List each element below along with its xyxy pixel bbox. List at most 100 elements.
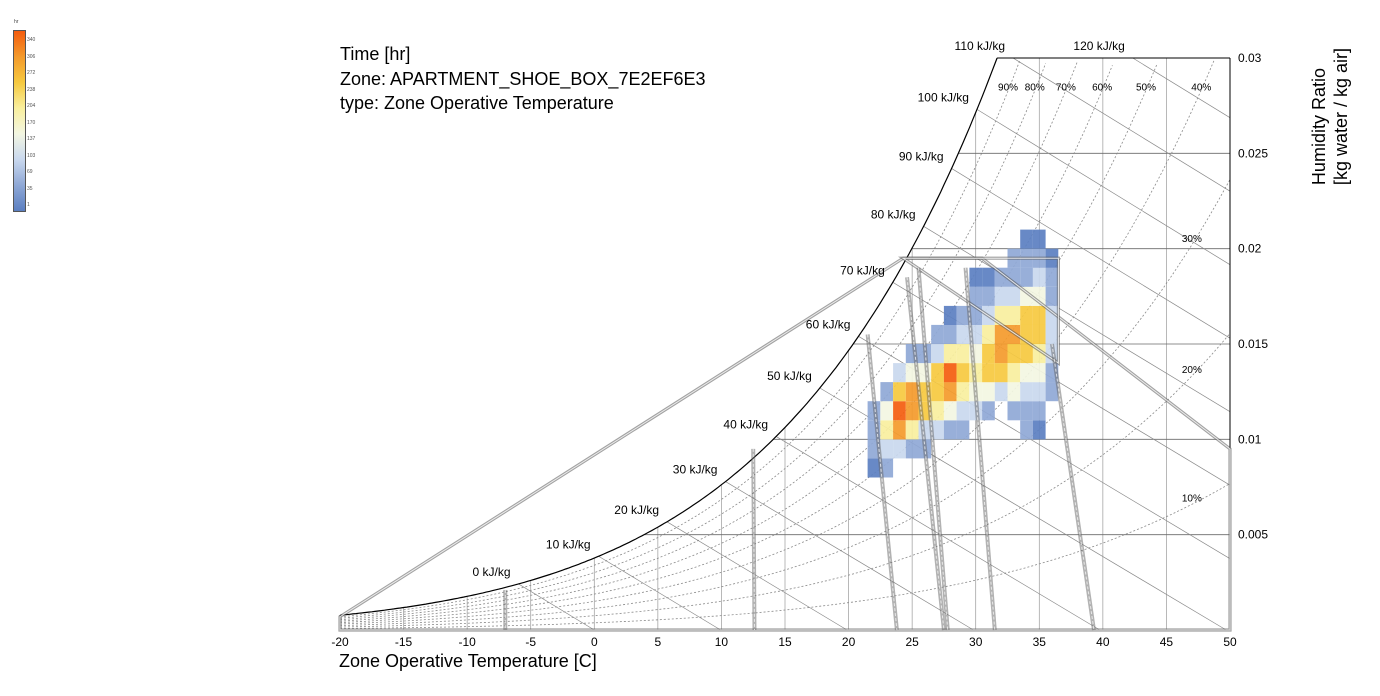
chart-title-line-2: Zone: APARTMENT_SHOE_BOX_7E2EF6E3 bbox=[340, 69, 706, 89]
x-tick-label: -20 bbox=[331, 635, 349, 649]
rh-curve bbox=[339, 59, 1021, 618]
heatmap-cell bbox=[994, 344, 1008, 364]
heatmap-cell bbox=[994, 382, 1008, 402]
heatmap-cell bbox=[956, 344, 970, 364]
heatmap-cell bbox=[905, 439, 919, 459]
x-tick-label: -15 bbox=[395, 635, 413, 649]
heatmap-cell bbox=[931, 420, 944, 440]
heatmap-cell bbox=[943, 420, 957, 440]
heatmap-cell bbox=[1045, 382, 1059, 402]
heatmap-cell bbox=[931, 382, 944, 402]
heatmap-cell bbox=[994, 267, 1008, 287]
y-tick-label: 0.01 bbox=[1238, 432, 1262, 446]
chart-grid bbox=[339, 57, 1231, 631]
heatmap-cell bbox=[880, 439, 894, 459]
heatmap-cell bbox=[943, 382, 957, 402]
heatmap-cell bbox=[893, 382, 906, 402]
heatmap-cell bbox=[982, 324, 995, 344]
rh-label: 90% bbox=[998, 83, 1018, 94]
heatmap-cell bbox=[1007, 363, 1021, 383]
legend-tick-label: 204 bbox=[27, 103, 36, 109]
heatmap-cell bbox=[1032, 420, 1046, 440]
legend-tick-label: 340 bbox=[27, 37, 36, 43]
x-tick-label: 50 bbox=[1223, 635, 1237, 649]
enthalpy-line bbox=[518, 583, 595, 631]
strip-6-inner bbox=[752, 448, 755, 631]
heatmap-cell bbox=[931, 344, 944, 364]
heatmap-cell bbox=[1007, 401, 1021, 421]
y-tick-label: 0.005 bbox=[1238, 528, 1268, 542]
enthalpy-label: 100 kJ/kg bbox=[918, 90, 969, 104]
heatmap-cell bbox=[956, 382, 970, 402]
heatmap-cell bbox=[1007, 286, 1021, 306]
chart-title-line-1: Time [hr] bbox=[340, 44, 411, 64]
rh-label: 30% bbox=[1182, 234, 1202, 245]
legend-title: hr bbox=[14, 19, 19, 25]
y-axis-label-line-2: [kg water / kg air] bbox=[1331, 48, 1351, 186]
chart-title-line-3: type: Zone Operative Temperature bbox=[340, 93, 614, 113]
strip-2-inner bbox=[906, 277, 945, 631]
x-tick-label: 30 bbox=[969, 635, 983, 649]
x-tick-label: 20 bbox=[842, 635, 856, 649]
enthalpy-line bbox=[666, 521, 848, 631]
heatmap-cell bbox=[931, 401, 944, 421]
heatmap-cell bbox=[982, 344, 995, 364]
heatmap-cell bbox=[893, 363, 906, 383]
heatmap-cell bbox=[1045, 286, 1059, 306]
heatmap-cell bbox=[1020, 344, 1033, 364]
strip-4-inner bbox=[965, 267, 996, 631]
enthalpy-line bbox=[598, 555, 721, 631]
y-axis-label-line-1: Humidity Ratio bbox=[1309, 68, 1329, 186]
heatmap-cell bbox=[1007, 382, 1021, 402]
heatmap-cell bbox=[905, 382, 919, 402]
heatmap-cell bbox=[1045, 267, 1059, 287]
enthalpy-line bbox=[1012, 57, 1231, 192]
enthalpy-line bbox=[976, 109, 1231, 265]
heatmap-cell bbox=[943, 324, 957, 344]
legend-tick-label: 137 bbox=[27, 136, 36, 142]
rh-label: 40% bbox=[1191, 83, 1211, 94]
heatmap-cell bbox=[1020, 267, 1033, 287]
rh-curve bbox=[339, 63, 1046, 619]
strip-1-inner bbox=[867, 334, 898, 631]
rh-curve bbox=[339, 179, 1231, 626]
enthalpy-label: 50 kJ/kg bbox=[767, 369, 812, 383]
enthalpy-label: 60 kJ/kg bbox=[806, 317, 851, 331]
enthalpy-line bbox=[951, 168, 1231, 339]
legend-color-bar bbox=[13, 30, 26, 212]
y-tick-label: 0.02 bbox=[1238, 242, 1262, 256]
x-tick-label: 25 bbox=[905, 635, 919, 649]
x-tick-label: 10 bbox=[715, 635, 729, 649]
heatmap-cell bbox=[943, 401, 957, 421]
heatmap-cell bbox=[893, 439, 906, 459]
enthalpy-label: 20 kJ/kg bbox=[614, 503, 659, 517]
heatmap-cell bbox=[969, 267, 983, 287]
heatmap-cell bbox=[931, 363, 944, 383]
heatmap-cell bbox=[956, 363, 970, 383]
heatmap-cell bbox=[880, 420, 894, 440]
saturation-curve bbox=[339, 57, 998, 616]
enthalpy-label: 110 kJ/kg bbox=[955, 39, 1005, 53]
legend-tick-label: 306 bbox=[27, 53, 36, 60]
enthalpy-label: 90 kJ/kg bbox=[899, 149, 944, 163]
y-tick-label: 0.03 bbox=[1238, 51, 1262, 65]
heatmap-cell bbox=[905, 401, 919, 421]
enthalpy-label: 80 kJ/kg bbox=[871, 207, 916, 221]
heatmap-cell bbox=[956, 305, 970, 325]
heatmap-cell bbox=[931, 324, 944, 344]
heatmap-cell bbox=[943, 363, 957, 383]
legend-tick-label: 1 bbox=[27, 202, 30, 208]
heatmap-cell bbox=[982, 267, 995, 287]
strip-3-inner bbox=[918, 267, 949, 631]
color-legend: hr 340 306 272 238 204 170 137 103 69 35 1 bbox=[13, 19, 93, 222]
rh-label: 80% bbox=[1025, 83, 1045, 94]
heatmap-cell bbox=[1032, 267, 1046, 287]
heatmap-cell bbox=[893, 420, 906, 440]
legend-tick-label: 69 bbox=[27, 169, 33, 175]
heatmap-cell bbox=[1032, 229, 1046, 249]
enthalpy-label: 120 kJ/kg bbox=[1073, 39, 1124, 53]
rh-label: 60% bbox=[1092, 83, 1112, 94]
enthalpy-label: 30 kJ/kg bbox=[673, 463, 718, 477]
legend-tick-label: 238 bbox=[27, 86, 36, 93]
